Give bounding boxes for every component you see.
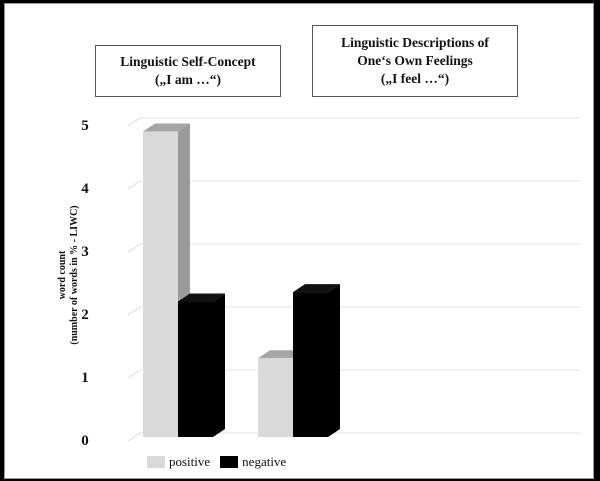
bar-positive [258, 358, 293, 437]
bar-top-negative [293, 284, 340, 293]
category-label-self-concept: Linguistic Self-Concept („I am …“) [95, 45, 281, 97]
bar-side-negative [213, 293, 225, 437]
legend-swatch-positive [147, 456, 165, 468]
category-label-line: One‘s Own Feelings [357, 53, 473, 68]
y-tick-label: 4 [81, 181, 89, 197]
bar-top-negative [178, 293, 225, 302]
gridline-depth [127, 243, 141, 253]
legend: positive negative [147, 454, 286, 470]
gridline-depth [127, 432, 141, 442]
category-label-line: Linguistic Descriptions of [341, 35, 489, 50]
legend-label-positive: positive [169, 454, 211, 469]
bar-top-positive [143, 123, 190, 132]
bar-negative [178, 301, 213, 437]
bar-side-negative [328, 284, 340, 437]
gridline-depth [127, 369, 141, 379]
gridline-depth [127, 180, 141, 190]
gridline-depth [127, 306, 141, 316]
y-tick-label: 0 [81, 433, 89, 449]
category-label-feelings: Linguistic Descriptions of One‘s Own Fee… [312, 25, 518, 97]
y-tick-label: 2 [81, 307, 89, 323]
legend-label-negative: negative [242, 454, 287, 469]
y-tick-label: 3 [81, 244, 89, 260]
y-tick-label: 5 [81, 118, 89, 134]
category-label-line: („I am …“) [155, 72, 221, 87]
y-tick-label: 1 [81, 370, 89, 386]
category-label-line: Linguistic Self-Concept [120, 54, 256, 69]
bar-negative [293, 292, 328, 437]
legend-swatch-negative [220, 456, 239, 468]
category-label-line: („I feel …“) [380, 71, 450, 86]
gridline-depth [127, 117, 141, 127]
bar-positive [143, 131, 178, 437]
